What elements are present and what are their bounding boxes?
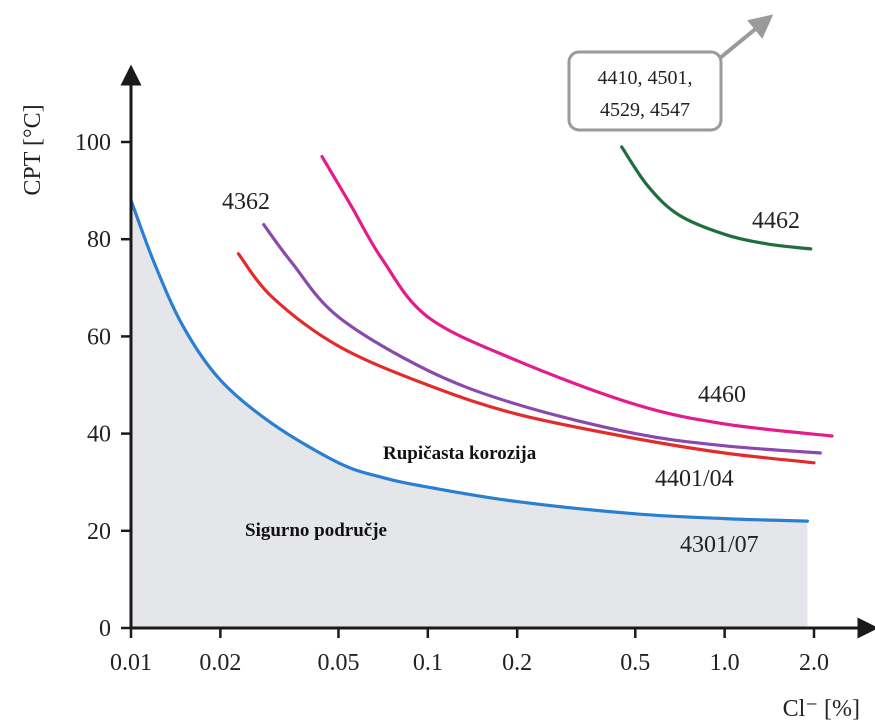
callout-arrow (718, 14, 774, 60)
series-label-4362: 4362 (222, 189, 270, 215)
y-tick-label: 20 (87, 519, 111, 545)
y-tick-label: 0 (99, 616, 111, 642)
series-line-4462 (620, 145, 813, 251)
x-tick-label: 0.5 (620, 650, 650, 676)
series-label-4462: 4462 (752, 208, 800, 234)
x-tick-label: 0.2 (502, 650, 532, 676)
x-ticks: 0.01 0.02 0.05 0.1 0.2 0.5 1.0 2.0 (110, 628, 829, 676)
x-tick-label: 1.0 (710, 650, 740, 676)
callout-line-2: 4529, 4547 (600, 99, 690, 121)
y-tick-label: 60 (87, 324, 111, 350)
y-tick-label: 80 (87, 227, 111, 253)
x-tick-label: 0.05 (317, 650, 359, 676)
series-line-4401-04 (236, 252, 816, 465)
series-label-4460: 4460 (698, 382, 746, 408)
series-line-4460 (320, 155, 834, 438)
region-label-safe: Sigurno područje (245, 520, 387, 541)
series-layer (129, 145, 834, 523)
series-label-4301-07: 4301/07 (680, 532, 759, 558)
x-tick-label: 0.1 (413, 650, 443, 676)
y-axis-title: CPT [°C] (20, 104, 46, 195)
series-line-4301-07 (129, 198, 809, 523)
y-tick-label: 40 (87, 422, 111, 448)
region-label-corrosion: Rupičasta korozija (383, 443, 537, 464)
callout: 4410, 4501, 4529, 4547 (567, 14, 774, 132)
safe-area-fill (131, 200, 808, 629)
series-label-4401-04: 4401/04 (655, 466, 734, 492)
callout-box (567, 50, 723, 132)
series-line-4362 (262, 223, 822, 455)
callout-line-1: 4410, 4501, (598, 67, 693, 89)
x-tick-label: 0.02 (199, 650, 241, 676)
x-tick-label: 2.0 (799, 650, 829, 676)
y-ticks: 0 20 40 60 80 100 (75, 130, 131, 642)
x-axis-title: Cl⁻ [%] (783, 696, 860, 722)
y-tick-label: 100 (75, 130, 111, 156)
x-tick-label: 0.01 (110, 650, 152, 676)
